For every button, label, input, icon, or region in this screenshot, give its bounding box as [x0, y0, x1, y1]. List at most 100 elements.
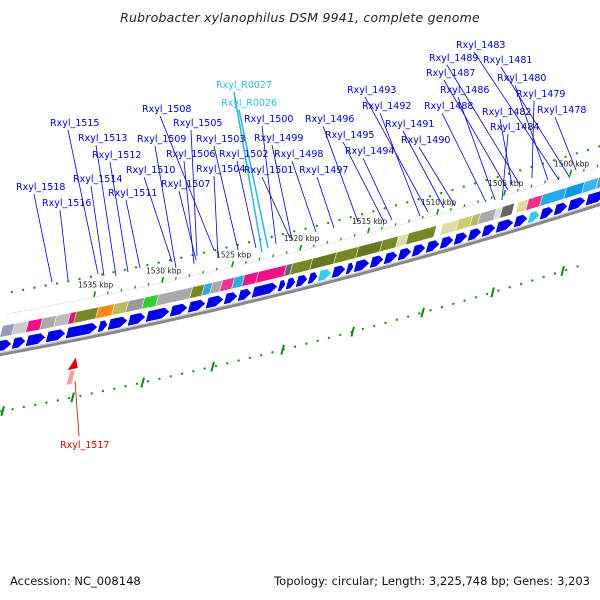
- inner-tick: [418, 312, 421, 315]
- gene-label-rxyl-1490: Rxyl_1490: [401, 135, 450, 146]
- feature-block: [289, 258, 314, 276]
- feature-block: [581, 177, 600, 194]
- gene-label-rxyl-1517: Rxyl_1517: [60, 440, 109, 451]
- inner-tick: [497, 289, 500, 292]
- inner-tick: [0, 410, 3, 413]
- gene-arrow: [25, 333, 46, 347]
- kbp-minor-tick: [544, 180, 546, 184]
- gene-label-rxyl-1515: Rxyl_1515: [50, 118, 99, 129]
- inner-tick: [361, 327, 365, 331]
- reverse-gene-block: [66, 370, 76, 385]
- kbp-tick: [231, 261, 235, 268]
- inner-tick: [67, 396, 71, 400]
- outer-tick: [67, 279, 70, 283]
- feature-block: [525, 194, 544, 211]
- gene-label-rxyl-1479: Rxyl_1479: [516, 89, 565, 100]
- outer-tick: [417, 197, 420, 201]
- inner-tick: [248, 356, 252, 360]
- gene-arrow: [467, 228, 482, 241]
- kbp-tick-label: 1510 kbp: [421, 198, 457, 207]
- gene-arrow: [453, 232, 468, 245]
- gene-arrow: [397, 248, 412, 261]
- inner-tick: [327, 336, 331, 340]
- leader-line: [233, 91, 263, 253]
- outer-tick: [372, 210, 375, 213]
- kbp-tick-label: 1520 kbp: [284, 234, 320, 243]
- inner-tick: [56, 399, 59, 402]
- rna-gene-arrow: [527, 211, 540, 224]
- kbp-tick-label: 1500 kbp: [554, 159, 590, 168]
- feature-block: [405, 225, 438, 246]
- feature-block: [241, 271, 260, 287]
- leader-line: [441, 112, 487, 203]
- gene-arrow: [345, 262, 354, 275]
- leader-line: [531, 100, 535, 179]
- leader-line: [143, 176, 173, 263]
- kbp-tick: [93, 291, 97, 298]
- inner-tick: [146, 380, 150, 383]
- gene-label-rxyl-1478: Rxyl_1478: [537, 105, 586, 116]
- kbp-minor-tick: [244, 260, 247, 265]
- leader-line: [514, 84, 549, 181]
- leader-line: [154, 145, 177, 269]
- kbp-minor-tick: [285, 251, 288, 255]
- kbp-minor-tick: [326, 240, 329, 245]
- outer-tick: [530, 165, 533, 169]
- gene-arrow: [331, 265, 346, 278]
- outer-tick: [225, 246, 228, 249]
- kbp-minor-tick: [516, 188, 519, 192]
- kbp-tick-label: 1505 kbp: [488, 179, 524, 188]
- leader-line: [500, 66, 571, 179]
- gene-label-rxyl-1501: Rxyl_1501: [244, 165, 293, 176]
- kbp-minor-tick: [477, 200, 479, 204]
- gene-arrow: [539, 207, 554, 220]
- outer-tick: [247, 241, 251, 244]
- kbp-tick-label: 1535 kbp: [78, 281, 114, 290]
- genome-backbone: [0, 201, 600, 357]
- outer-tick: [586, 148, 590, 152]
- feature-block: [563, 181, 586, 200]
- gene-label-rxyl-1506: Rxyl_1506: [166, 149, 215, 160]
- feature-block: [95, 303, 116, 320]
- feature-block: [39, 315, 58, 331]
- inner-tick: [452, 302, 455, 306]
- kbp-minor-tick: [202, 270, 204, 274]
- inner-tick: [169, 375, 172, 378]
- outer-tick: [270, 235, 273, 239]
- gene-arrow: [65, 323, 98, 339]
- outer-tick: [360, 213, 364, 216]
- outer-tick: [78, 277, 81, 281]
- leader-line: [457, 96, 496, 201]
- gene-label-rxyl-1509: Rxyl_1509: [137, 134, 186, 145]
- feature-block: [477, 208, 498, 225]
- inner-tick: [474, 296, 478, 299]
- feature-block: [0, 323, 16, 338]
- leader-line: [67, 129, 99, 275]
- outer-tick: [394, 204, 398, 207]
- feature-block: [355, 239, 384, 259]
- gene-label-rxyl-1510: Rxyl_1510: [126, 165, 175, 176]
- gene-arrow: [513, 214, 528, 228]
- outer-tick: [55, 282, 59, 285]
- inner-tick: [576, 265, 579, 268]
- leader-line: [554, 116, 577, 171]
- kbp-minor-tick: [340, 237, 342, 241]
- kbp-minor-tick: [272, 254, 274, 258]
- gene-label-rxyl-1481: Rxyl_1481: [483, 55, 532, 66]
- gene-arrow: [567, 197, 586, 212]
- gene-label-rxyl-1499: Rxyl_1499: [254, 133, 303, 144]
- kbp-minor-tick: [188, 273, 191, 278]
- gene-label-rxyl-1497: Rxyl_1497: [299, 165, 348, 176]
- leader-line: [379, 112, 421, 217]
- leader-line: [261, 125, 277, 245]
- outer-tick: [180, 256, 183, 259]
- kbp-tick: [569, 169, 573, 177]
- outer-tick: [338, 218, 341, 222]
- inner-tick: [395, 318, 398, 321]
- kbp-minor-tick: [596, 164, 599, 168]
- kbp-minor-tick: [353, 233, 356, 238]
- outer-tick: [168, 258, 172, 262]
- outer-tick: [100, 273, 104, 276]
- leader-line: [271, 144, 293, 241]
- inner-tick: [508, 286, 511, 289]
